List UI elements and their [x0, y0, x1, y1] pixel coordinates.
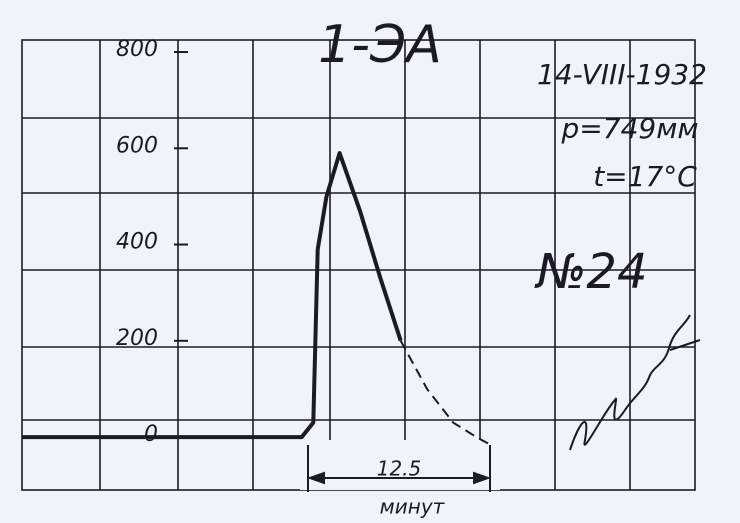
- number: №24: [534, 244, 648, 300]
- y-tick-label: 200: [116, 326, 158, 351]
- y-tick-label: 400: [116, 230, 158, 255]
- pressure: p=749мм: [561, 112, 699, 145]
- date: 14-VIII-1932: [537, 58, 707, 91]
- duration-label: 12.5: [377, 457, 422, 481]
- y-tick-label: 0: [144, 422, 158, 447]
- temperature: t=17°C: [593, 160, 697, 193]
- y-tick-label: 800: [116, 37, 158, 62]
- chart-title: 1-ЭА: [318, 15, 442, 75]
- chart: 1-ЭА 14-VIII-1932 p=749мм t=17°C №24 12.…: [0, 0, 740, 523]
- y-tick-label: 600: [116, 133, 158, 158]
- duration-unit: минут: [380, 495, 446, 519]
